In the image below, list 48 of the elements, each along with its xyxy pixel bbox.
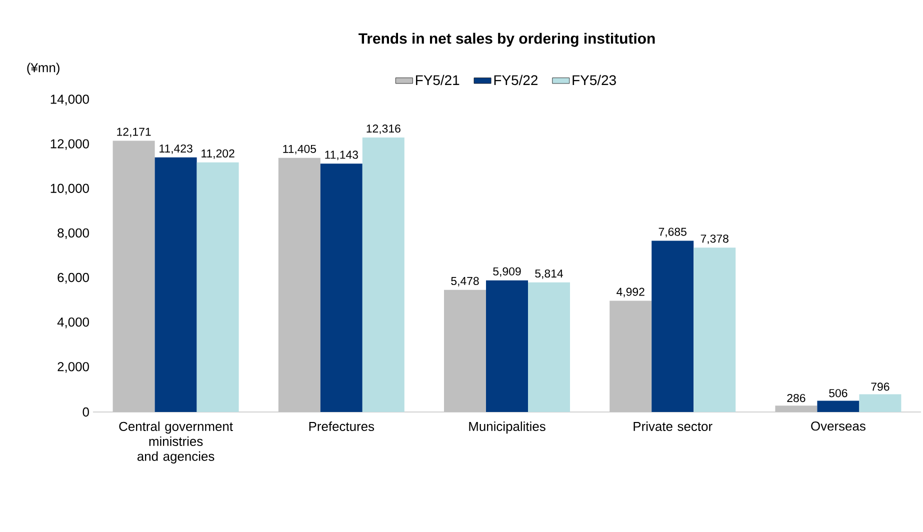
data-label: 7,685	[658, 228, 686, 238]
data-label: 506	[829, 389, 848, 398]
y-tick-label: 12,000	[50, 139, 89, 150]
bar	[652, 240, 694, 412]
x-tick-label: Overseas	[811, 422, 866, 431]
data-label: 5,909	[493, 267, 521, 277]
data-label: 12,316	[366, 124, 400, 134]
y-tick-label: 10,000	[50, 184, 89, 194]
bar	[610, 300, 652, 412]
y-tick-label: 2,000	[58, 362, 89, 373]
data-label: 7,378	[700, 234, 728, 244]
legend-label: FY5/23	[572, 74, 616, 86]
chart-title: Trends in net sales by ordering institution	[358, 32, 655, 47]
data-label: 11,202	[202, 149, 234, 159]
bar	[444, 290, 486, 412]
bar	[817, 400, 860, 412]
x-tick-label: Municipalities	[469, 422, 546, 434]
x-tick-label: Private sector	[634, 422, 712, 432]
bar	[528, 282, 570, 412]
x-tick-label: Prefectures	[309, 422, 374, 432]
bar	[112, 140, 155, 412]
y-tick-label: 6,000	[58, 272, 89, 284]
bar	[775, 406, 818, 412]
data-label: 11,405	[283, 144, 316, 154]
data-label: 286	[787, 394, 806, 402]
y-tick-label: 4,000	[57, 318, 89, 328]
data-label: 11,143	[325, 150, 358, 160]
data-label: 5,478	[451, 276, 479, 286]
legend-label: FY5/22	[494, 74, 538, 86]
data-label: 12,171	[117, 128, 151, 138]
data-label: 4,992	[616, 288, 644, 298]
y-axis-title: (¥mn)	[27, 62, 60, 75]
y-tick-label: 8,000	[58, 228, 89, 240]
data-label: 11,423	[160, 144, 192, 154]
y-tick-label: 0	[82, 407, 89, 417]
y-tick-label: 14,000	[50, 94, 89, 106]
bar	[859, 394, 902, 412]
x-tick-label: Central government ministries and agencies	[119, 422, 233, 464]
bar	[278, 158, 320, 412]
bar	[486, 280, 528, 412]
bar	[362, 138, 404, 412]
bar	[196, 162, 239, 412]
bar	[694, 248, 736, 412]
bar	[320, 164, 362, 412]
data-label: 796	[871, 382, 890, 391]
legend-label: FY5/21	[416, 74, 460, 86]
data-label: 5,814	[535, 269, 563, 279]
bar	[154, 157, 197, 412]
